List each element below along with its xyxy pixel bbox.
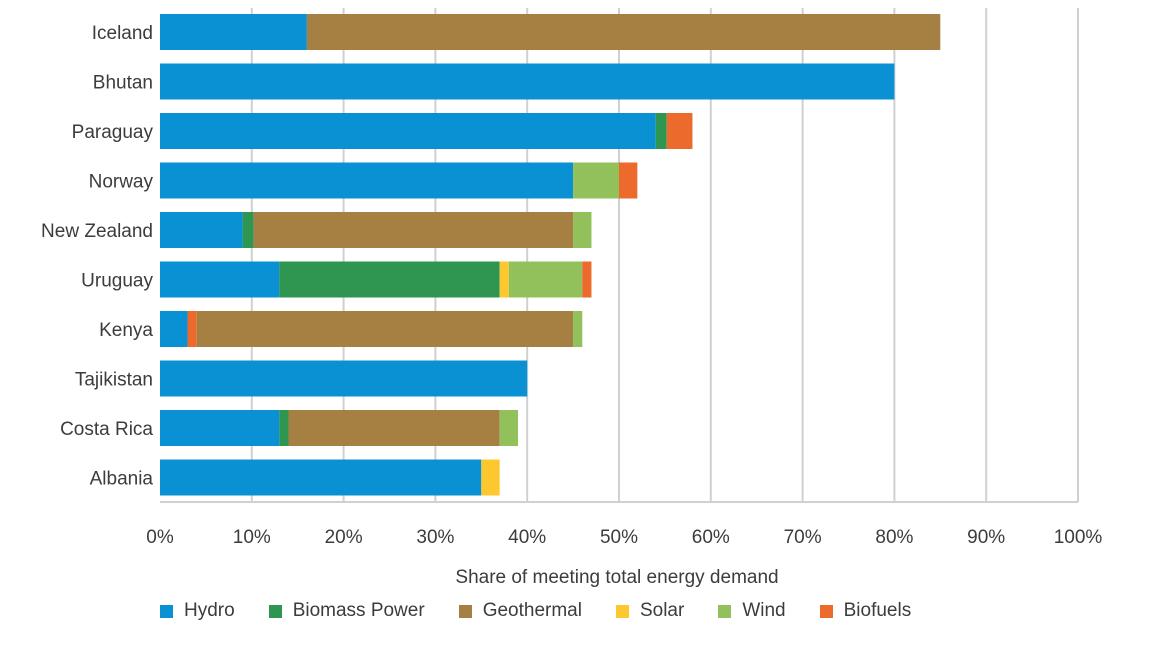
legend-label: Biofuels — [843, 600, 912, 621]
bar-segment-biomass-power — [242, 212, 254, 248]
x-axis-title: Share of meeting total energy demand — [455, 567, 778, 588]
x-tick-label: 100% — [1054, 527, 1103, 548]
legend-swatch — [615, 604, 629, 618]
bar-segment-geothermal — [288, 410, 500, 446]
y-category-label: Kenya — [99, 320, 153, 341]
y-category-label: Tajikistan — [75, 370, 153, 391]
x-tick-label: 20% — [325, 527, 363, 548]
legend-swatch — [160, 604, 173, 618]
legend: Hydro Biomass Power Geothermal Solar Wind Bio… — [160, 600, 945, 622]
legend-swatch — [458, 604, 472, 618]
y-category-label: Uruguay — [81, 271, 153, 292]
legend-item: Biofuels — [819, 600, 912, 622]
bar-segment-biofuels — [619, 162, 638, 199]
bar-segment-hydro — [160, 212, 243, 248]
bar-segment-wind — [573, 311, 583, 347]
bar-segment-biomass-power — [279, 261, 500, 298]
bar-segment-hydro — [160, 360, 528, 397]
bar-segment-solar — [499, 261, 509, 298]
x-tick-label: 70% — [784, 527, 822, 548]
legend-swatch — [819, 604, 833, 618]
bar-segment-geothermal — [306, 14, 941, 50]
x-tick-label: 60% — [692, 527, 730, 548]
y-category-label: Costa Rica — [60, 419, 153, 440]
bar-segment-hydro — [160, 113, 656, 149]
y-category-label: Iceland — [92, 23, 153, 44]
y-category-label: Norway — [89, 172, 154, 193]
bar-segment-hydro — [160, 63, 895, 100]
bar-segment-wind — [508, 261, 583, 298]
legend-item: Hydro — [160, 600, 235, 622]
bar-segment-hydro — [160, 459, 482, 496]
bar-segment-biomass-power — [279, 410, 289, 446]
x-tick-label: 30% — [416, 527, 454, 548]
x-tick-label: 0% — [146, 527, 174, 548]
y-category-label: New Zealand — [41, 221, 153, 242]
bar-segment-geothermal — [253, 212, 574, 248]
bar-segment-hydro — [160, 311, 188, 347]
x-tick-label: 10% — [233, 527, 271, 548]
legend-label: Wind — [742, 600, 786, 621]
bar-segment-hydro — [160, 162, 574, 199]
y-category-label: Paraguay — [72, 122, 154, 143]
legend-item: Biomass Power — [268, 600, 425, 622]
bar-segment-hydro — [160, 410, 280, 446]
legend-item: Solar — [615, 600, 685, 622]
bar-segment-biomass-power — [655, 113, 667, 149]
bar-segment-hydro — [160, 261, 280, 298]
bar-segment-biofuels — [582, 261, 592, 298]
legend-swatch — [268, 604, 282, 618]
x-tick-label: 50% — [600, 527, 638, 548]
legend-item: Geothermal — [458, 600, 582, 622]
y-category-label: Albania — [90, 469, 154, 490]
x-tick-label: 40% — [508, 527, 546, 548]
y-category-label: Bhutan — [93, 73, 153, 94]
x-tick-label: 90% — [967, 527, 1005, 548]
bar-segment-biofuels — [187, 311, 197, 347]
bar-segment-wind — [573, 162, 619, 199]
bar-segment-solar — [481, 459, 500, 496]
bar-segment-wind — [573, 212, 592, 248]
bar-segment-hydro — [160, 14, 307, 50]
bar-segment-wind — [499, 410, 519, 446]
legend-item: Wind — [718, 600, 786, 622]
legend-swatch — [718, 604, 732, 618]
legend-label: Biomass Power — [292, 600, 425, 621]
legend-label: Solar — [639, 600, 685, 621]
legend-label: Hydro — [184, 600, 235, 621]
x-tick-label: 80% — [875, 527, 913, 548]
bar-segment-biofuels — [666, 113, 693, 149]
bar-segment-geothermal — [196, 311, 574, 347]
legend-label: Geothermal — [482, 600, 582, 621]
